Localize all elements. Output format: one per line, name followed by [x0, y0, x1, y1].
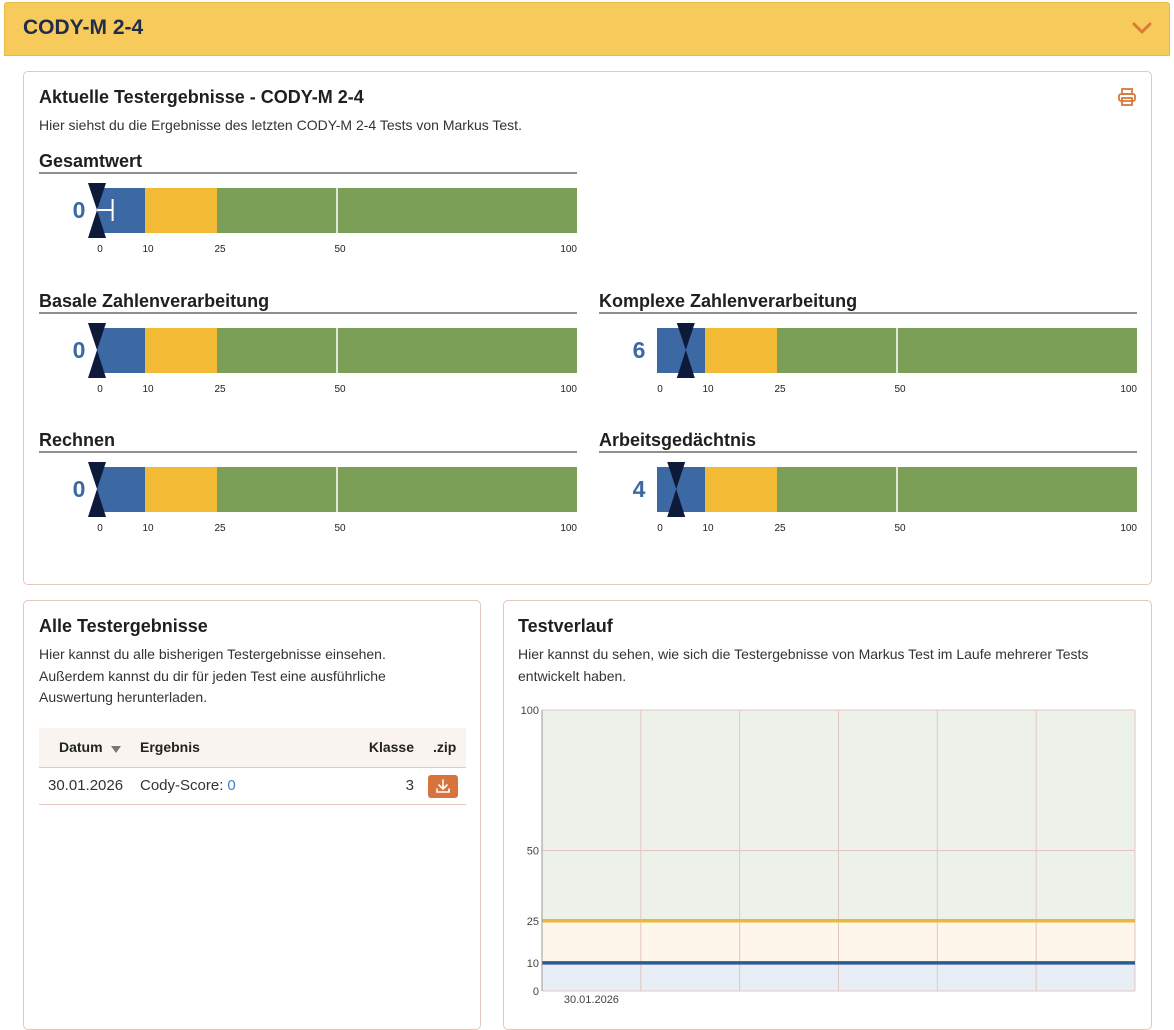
- current-card: [23, 71, 1152, 585]
- cell-class: 3: [405, 777, 414, 794]
- card-description: Hier kannst du alle bisherigen Testergeb…: [39, 646, 386, 705]
- header-bar[interactable]: [4, 2, 1170, 56]
- all-results-card: [23, 600, 481, 1030]
- row-border: [39, 804, 466, 805]
- column-header: Klasse: [368, 739, 414, 755]
- sort-icon[interactable]: [110, 744, 122, 754]
- result-label: Cody-Score:: [140, 777, 224, 794]
- card-title: Alle Testergebnisse: [39, 616, 208, 636]
- card-description: Hier siehst du die Ergebnisse des letzte…: [39, 117, 522, 133]
- cell-result: Cody-Score: 0: [140, 777, 236, 794]
- score-link[interactable]: 0: [227, 777, 236, 794]
- header-title: CODY-M 2-4: [23, 16, 144, 39]
- table-header: [39, 728, 466, 768]
- download-button[interactable]: [428, 775, 458, 798]
- column-header: .zip: [433, 739, 457, 755]
- cell-date: 30.01.2026: [48, 777, 124, 794]
- card-title: Aktuelle Testergebnisse - CODY-M 2-4: [39, 87, 364, 107]
- print-icon[interactable]: [1117, 87, 1137, 107]
- card-description: Hier kannst du sehen, wie sich die Teste…: [518, 646, 1089, 684]
- card-title: Testverlauf: [518, 616, 613, 636]
- chevron-icon[interactable]: [1132, 20, 1152, 36]
- column-header: Ergebnis: [140, 739, 200, 755]
- column-header[interactable]: Datum: [59, 739, 103, 755]
